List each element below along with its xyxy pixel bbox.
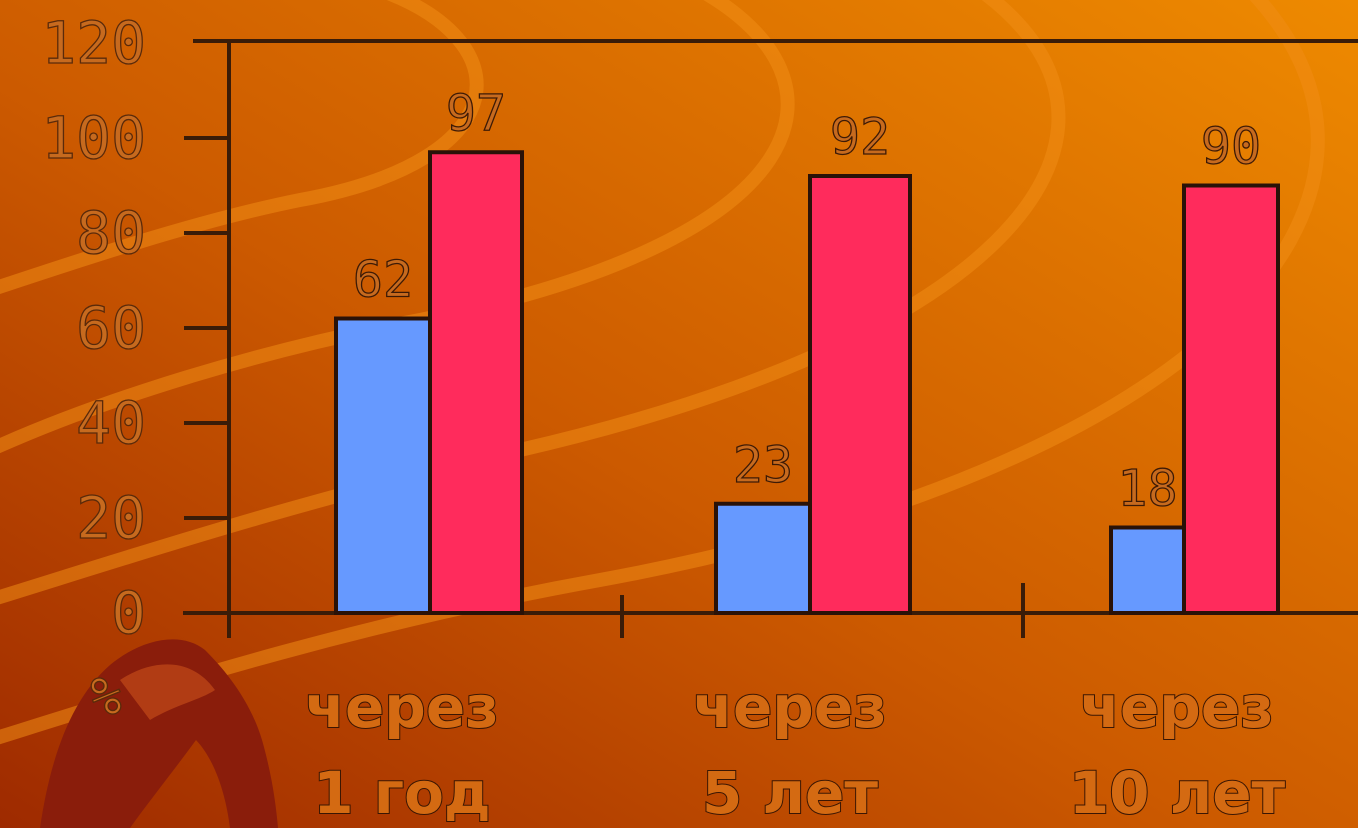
y-tick-label: 0 — [111, 579, 146, 647]
category-label: через — [305, 673, 499, 741]
data-label: 62 — [353, 251, 413, 309]
y-tick-label: 80 — [76, 199, 146, 267]
category-label: через — [693, 673, 887, 741]
category-label: 5 лет — [702, 759, 878, 827]
bar-blue — [714, 501, 812, 615]
y-tick-label: 120 — [41, 9, 146, 77]
category-label: 1 год — [313, 759, 491, 827]
y-axis-label: % — [90, 667, 121, 727]
category-label: 10 лет — [1069, 759, 1286, 827]
category-label: через — [1080, 673, 1274, 741]
bar-blue — [334, 316, 432, 615]
y-tick-label: 20 — [76, 484, 146, 552]
athlete-silhouette — [40, 639, 278, 828]
data-label: 97 — [446, 84, 506, 142]
y-tick-label: 100 — [41, 104, 146, 172]
data-label: 18 — [1117, 460, 1177, 518]
data-label: 23 — [733, 436, 793, 494]
bar-red — [808, 174, 912, 615]
y-tick-label: 60 — [76, 294, 146, 362]
y-tick-label: 40 — [76, 389, 146, 457]
data-label: 90 — [1201, 118, 1261, 176]
data-label: 92 — [830, 108, 890, 166]
bar-red — [428, 150, 524, 615]
bar-red — [1182, 183, 1280, 615]
bar-blue — [1109, 525, 1186, 615]
